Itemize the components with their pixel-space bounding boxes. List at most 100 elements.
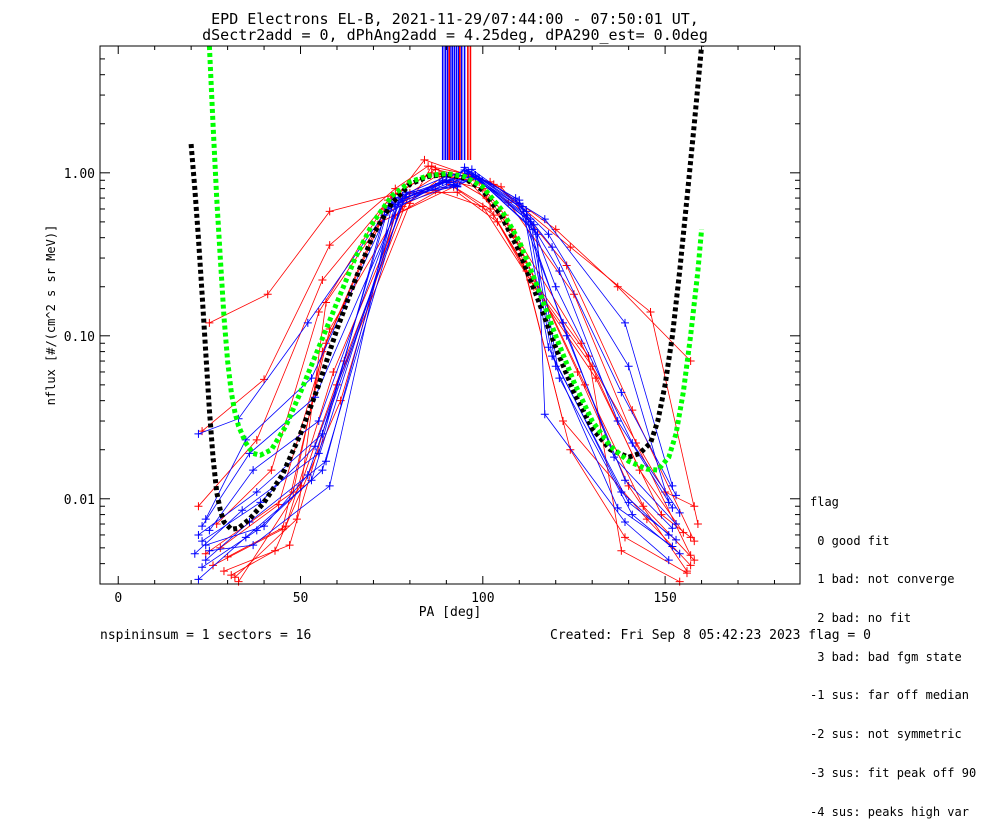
blue-series-point (522, 207, 531, 216)
red-series-point (591, 374, 600, 383)
red-series-point (285, 541, 294, 550)
legend-item: -2 sus: not symmetric (810, 727, 962, 742)
blue-series-point (544, 343, 553, 352)
blue-series-point (205, 546, 214, 555)
legend-item: 1 bad: not converge (810, 572, 955, 587)
blue-series-point (194, 429, 203, 438)
blue-series-point (672, 491, 681, 500)
legend-item: 2 bad: no fit (810, 610, 912, 625)
red-series-point (329, 367, 338, 376)
blue-series-point (194, 530, 203, 539)
red-series-point (325, 207, 334, 216)
footer-right: Created: Fri Sep 8 05:42:23 2023 flag = … (550, 628, 871, 643)
blue-series-point (190, 549, 199, 558)
pitch-angle-chart: 0 50 100 150 0.01 0.10 1.00 PA [deg] nflux [#/… (44, 45, 801, 620)
legend-title: flag (810, 494, 839, 509)
blue-series-group (190, 163, 684, 584)
blue-series-point (610, 453, 619, 462)
blue-series-point (438, 176, 447, 185)
blue-series-point (613, 503, 622, 512)
green-fit-curve (206, 45, 705, 473)
red-series-point (219, 567, 228, 576)
blue-series-line (201, 176, 677, 527)
red-series-point (493, 217, 502, 226)
footer-left: nspininsum = 1 sectors = 16 (100, 628, 312, 643)
red-series-point (617, 546, 626, 555)
red-series-line (201, 165, 699, 525)
blue-series-point (548, 243, 557, 252)
red-series-line (212, 179, 695, 566)
blue-series-line (209, 178, 673, 531)
red-series-point (227, 571, 236, 580)
red-series-point (278, 525, 287, 534)
red-series-point (580, 380, 589, 389)
flag-legend: flag 0 good fit 1 bad: not converge 2 ba… (810, 470, 976, 831)
red-series-line (234, 189, 695, 578)
blue-series-point (515, 196, 524, 205)
blue-series-line (198, 166, 681, 536)
red-series-point (292, 515, 301, 524)
x-tick-label: 50 (293, 591, 309, 606)
blue-series-point (672, 520, 681, 529)
red-series-point (322, 298, 331, 307)
blue-series-point (198, 537, 207, 546)
red-series-point (252, 435, 261, 444)
red-series-point (639, 502, 648, 511)
red-series-point (263, 290, 272, 299)
blue-series-point (548, 352, 557, 361)
blue-series-point (533, 230, 542, 239)
blue-series-point (668, 524, 677, 533)
blue-series-point (314, 417, 323, 426)
blue-series-point (628, 438, 637, 447)
red-series-point (209, 561, 218, 570)
red-series-point (427, 162, 436, 171)
red-series-line (216, 168, 691, 556)
blue-series-point (238, 506, 247, 515)
red-series-point (562, 261, 571, 270)
x-axis-label: PA [deg] (419, 605, 482, 620)
red-series-line (209, 159, 691, 362)
legend-item: 3 bad: bad fgm state (810, 649, 962, 664)
red-series-line (227, 176, 684, 558)
red-series-point (205, 318, 214, 327)
red-series-point (267, 466, 276, 475)
blue-series-point (544, 230, 553, 239)
blue-series-point (529, 220, 538, 229)
blue-series-point (194, 575, 203, 584)
red-series-point (693, 520, 702, 529)
red-series-point (686, 561, 695, 570)
blue-series-point (453, 182, 462, 191)
blue-series-point (198, 522, 207, 531)
red-series-point (325, 241, 334, 250)
axes-group: 0 50 100 150 0.01 0.10 1.00 (64, 45, 800, 606)
x-tick-label: 150 (653, 591, 676, 606)
blue-series-point (318, 466, 327, 475)
red-series-point (690, 502, 699, 511)
legend-item: -1 sus: far off median (810, 688, 969, 703)
blue-series-point (464, 168, 473, 177)
red-series-point (230, 573, 239, 582)
red-series-point (318, 275, 327, 284)
legend-item: 0 good fit (810, 533, 890, 548)
blue-series-point (668, 503, 677, 512)
red-series-point (686, 551, 695, 560)
red-series-point (690, 556, 699, 565)
red-series-point (646, 307, 655, 316)
blue-series-point (664, 530, 673, 539)
red-series-group (194, 155, 702, 586)
blue-series-point (540, 215, 549, 224)
top-spikes-group (441, 46, 472, 160)
blue-series-point (471, 172, 480, 181)
plot-frame (99, 45, 801, 585)
x-tick-label: 100 (471, 591, 494, 606)
fit-curves-group (188, 45, 705, 532)
blue-series-point (672, 535, 681, 544)
blue-series-point (621, 518, 629, 527)
blue-series-point (201, 541, 210, 550)
red-series-point (624, 481, 633, 490)
red-series-line (205, 186, 680, 583)
blue-series-point (617, 388, 626, 397)
blue-series-point (205, 526, 214, 535)
blue-series-point (551, 282, 560, 291)
red-series-point (621, 533, 629, 542)
